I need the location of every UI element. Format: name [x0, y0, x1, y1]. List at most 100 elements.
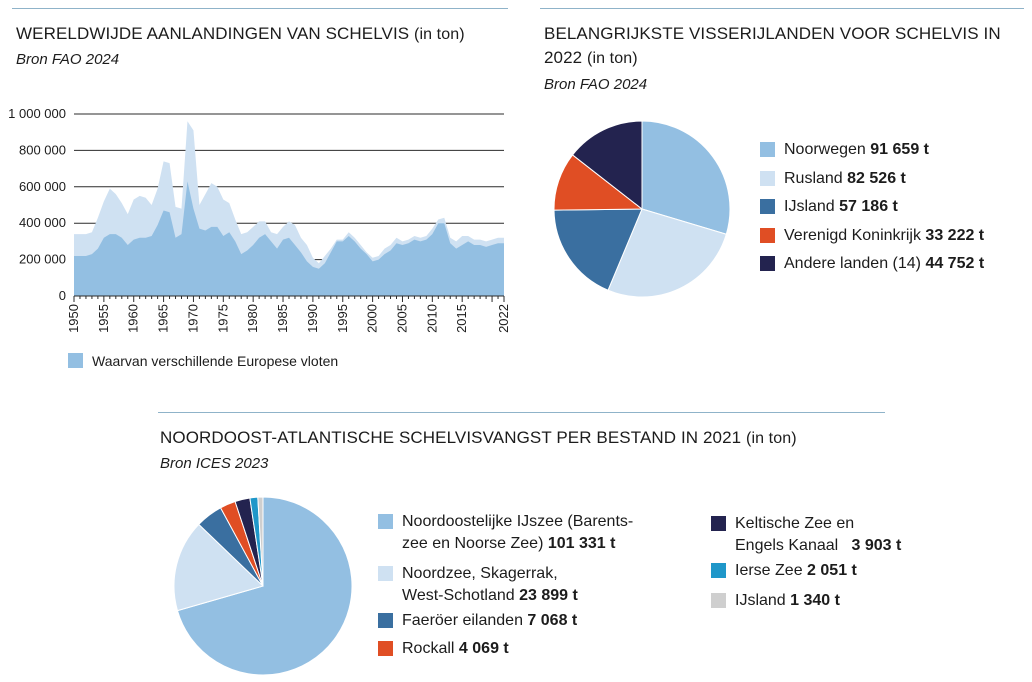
chart1-title-text: WERELDWIJDE AANLANDINGEN VAN SCHELVIS — [16, 24, 410, 43]
pie2-swatch-faeroer — [378, 613, 393, 628]
pie2-swatch-ijsland — [711, 593, 726, 608]
chart1-top-rule — [12, 8, 508, 9]
pie2-legend-item-barents: Noordoostelijke IJszee (Barents-zee en N… — [378, 511, 633, 555]
pie1-label-noorwegen: Noorwegen — [784, 141, 866, 158]
x-tick-label: 2000 — [365, 304, 380, 333]
pie2-label-faeroer: Faeröer eilanden — [402, 612, 523, 629]
y-tick-label: 800 000 — [19, 142, 66, 157]
pie2-legend-item-ijsland: IJsland 1 340 t — [711, 590, 840, 612]
x-tick-label: 1955 — [96, 304, 111, 333]
pie1-label-vk: Verenigd Koninkrijk — [784, 227, 921, 244]
pie1-slice-0 — [641, 120, 731, 235]
pie2-swatch-rockall — [378, 641, 393, 656]
series-europe-area — [74, 181, 504, 296]
pie2-swatch-barents — [378, 514, 393, 529]
pie1-value-andere: 44 752 t — [925, 255, 985, 272]
pie1-legend-item-noorwegen: Noorwegen 91 659 t — [760, 139, 929, 161]
chart2-title-line1: BELANGRIJKSTE VISSERIJLANDEN VOOR SCHELV… — [544, 24, 1001, 43]
pie2-label-keltisch-2: Engels Kanaal — [735, 537, 839, 554]
pie1-value-noorwegen: 91 659 t — [870, 141, 929, 158]
pie2-legend-item-rockall: Rockall 4 069 t — [378, 638, 509, 660]
pie2-legend-item-keltisch: Keltische Zee en Engels Kanaal 3 903 t — [711, 513, 901, 557]
pie2-value-keltisch: 3 903 t — [851, 537, 902, 554]
x-tick-label: 2005 — [394, 304, 409, 333]
pie2-legend-item-faeroer: Faeröer eilanden 7 068 t — [378, 610, 577, 632]
pie2-label-noordzee-1: Noordzee, Skagerrak, — [402, 565, 558, 582]
x-tick-label: 1975 — [215, 304, 230, 333]
chart1-title: WERELDWIJDE AANLANDINGEN VAN SCHELVIS (i… — [16, 22, 465, 47]
chart3-top-rule — [158, 412, 885, 413]
pie2-label-ijsland: IJsland — [735, 592, 786, 609]
chart3-source: Bron ICES 2023 — [160, 455, 269, 472]
pie2-label-rockall: Rockall — [402, 640, 455, 657]
pie1-swatch-vk — [760, 228, 775, 243]
pie1-legend-item-vk: Verenigd Koninkrijk 33 222 t — [760, 225, 984, 247]
chart2-source: Bron FAO 2024 — [544, 76, 648, 93]
pie2-slice-6 — [257, 496, 264, 587]
pie2-legend-item-ierse: Ierse Zee 2 051 t — [711, 560, 857, 582]
chart2-title-line2: 2022 — [544, 48, 583, 67]
pie1-legend-item-rusland: Rusland 82 526 t — [760, 168, 906, 190]
y-tick-label: 1 000 000 — [8, 106, 66, 121]
pie1-swatch-noorwegen — [760, 142, 775, 157]
y-tick-label: 600 000 — [19, 179, 66, 194]
pie2-value-ijsland: 1 340 t — [790, 592, 840, 609]
pie2-value-rockall: 4 069 t — [458, 640, 509, 657]
pie2-label-ierse: Ierse Zee — [735, 562, 803, 579]
chart2-title-unit: (in ton) — [587, 50, 638, 67]
pie1-swatch-ijsland — [760, 199, 775, 214]
x-tick-label: 1985 — [275, 304, 290, 333]
pie2-label-barents-2: zee en Noorse Zee) — [402, 535, 544, 552]
pie1-value-vk: 33 222 t — [925, 227, 985, 244]
pie1-legend-item-ijsland: IJsland 57 186 t — [760, 196, 898, 218]
pie2-label-keltisch-1: Keltische Zee en — [735, 515, 855, 532]
pie1-value-rusland: 82 526 t — [847, 170, 906, 187]
y-tick-label: 200 000 — [19, 252, 66, 267]
pie1-slice-2 — [553, 208, 643, 291]
pie1-slice-4 — [571, 120, 643, 211]
x-tick-label: 1960 — [126, 304, 141, 333]
x-tick-label: 1965 — [156, 304, 171, 333]
pie2-label-noordzee-2: West-Schotland — [402, 587, 515, 604]
pie1-value-ijsland: 57 186 t — [839, 198, 898, 215]
x-tick-label: 2022 — [496, 304, 511, 333]
chart1-legend-item: Waarvan verschillende Europese vloten — [68, 352, 338, 370]
chart3-title-text: NOORDOOST-ATLANTISCHE SCHELVISVANGST PER… — [160, 428, 742, 447]
pie2-value-ierse: 2 051 t — [807, 562, 857, 579]
pie1-legend-item-andere: Andere landen (14) 44 752 t — [760, 253, 984, 275]
pie1-label-ijsland: IJsland — [784, 198, 835, 215]
pie1-label-rusland: Rusland — [784, 170, 843, 187]
chart3-title: NOORDOOST-ATLANTISCHE SCHELVISVANGST PER… — [160, 426, 797, 451]
pie2-swatch-noordzee — [378, 566, 393, 581]
chart3-title-unit: (in ton) — [746, 430, 797, 447]
chart1-legend-label: Waarvan verschillende Europese vloten — [92, 353, 339, 369]
x-tick-label: 1970 — [185, 304, 200, 333]
y-tick-label: 400 000 — [19, 215, 66, 230]
pie1-swatch-rusland — [760, 171, 775, 186]
x-tick-label: 2015 — [454, 304, 469, 333]
chart1-title-unit: (in ton) — [414, 26, 465, 43]
pie1-swatch-andere — [760, 256, 775, 271]
chart1-source: Bron FAO 2024 — [16, 51, 120, 68]
pie2-value-faeroer: 7 068 t — [527, 612, 578, 629]
x-tick-label: 2010 — [424, 304, 439, 333]
pie2-slice-1 — [173, 523, 264, 612]
x-tick-label: 1990 — [305, 304, 320, 333]
pie2-swatch-keltisch — [711, 516, 726, 531]
pie2-swatch-ierse — [711, 563, 726, 578]
pie2-legend-item-noordzee: Noordzee, Skagerrak, West-Schotland 23 89… — [378, 563, 578, 607]
pie1-slice-1 — [607, 208, 727, 298]
pie2-label-barents-1: Noordoostelijke IJszee (Barents- — [402, 513, 634, 530]
chart1-legend-swatch — [68, 353, 83, 368]
chart2-title: BELANGRIJKSTE VISSERIJLANDEN VOOR SCHELV… — [544, 22, 1001, 71]
pie2-value-barents: 101 331 t — [547, 535, 616, 552]
x-tick-label: 1995 — [335, 304, 350, 333]
chart2-top-rule — [540, 8, 1024, 9]
y-tick-label: 0 — [59, 288, 66, 303]
x-tick-label: 1980 — [245, 304, 260, 333]
pie2-value-noordzee: 23 899 t — [519, 587, 578, 604]
pie2-slice-0 — [176, 496, 353, 676]
